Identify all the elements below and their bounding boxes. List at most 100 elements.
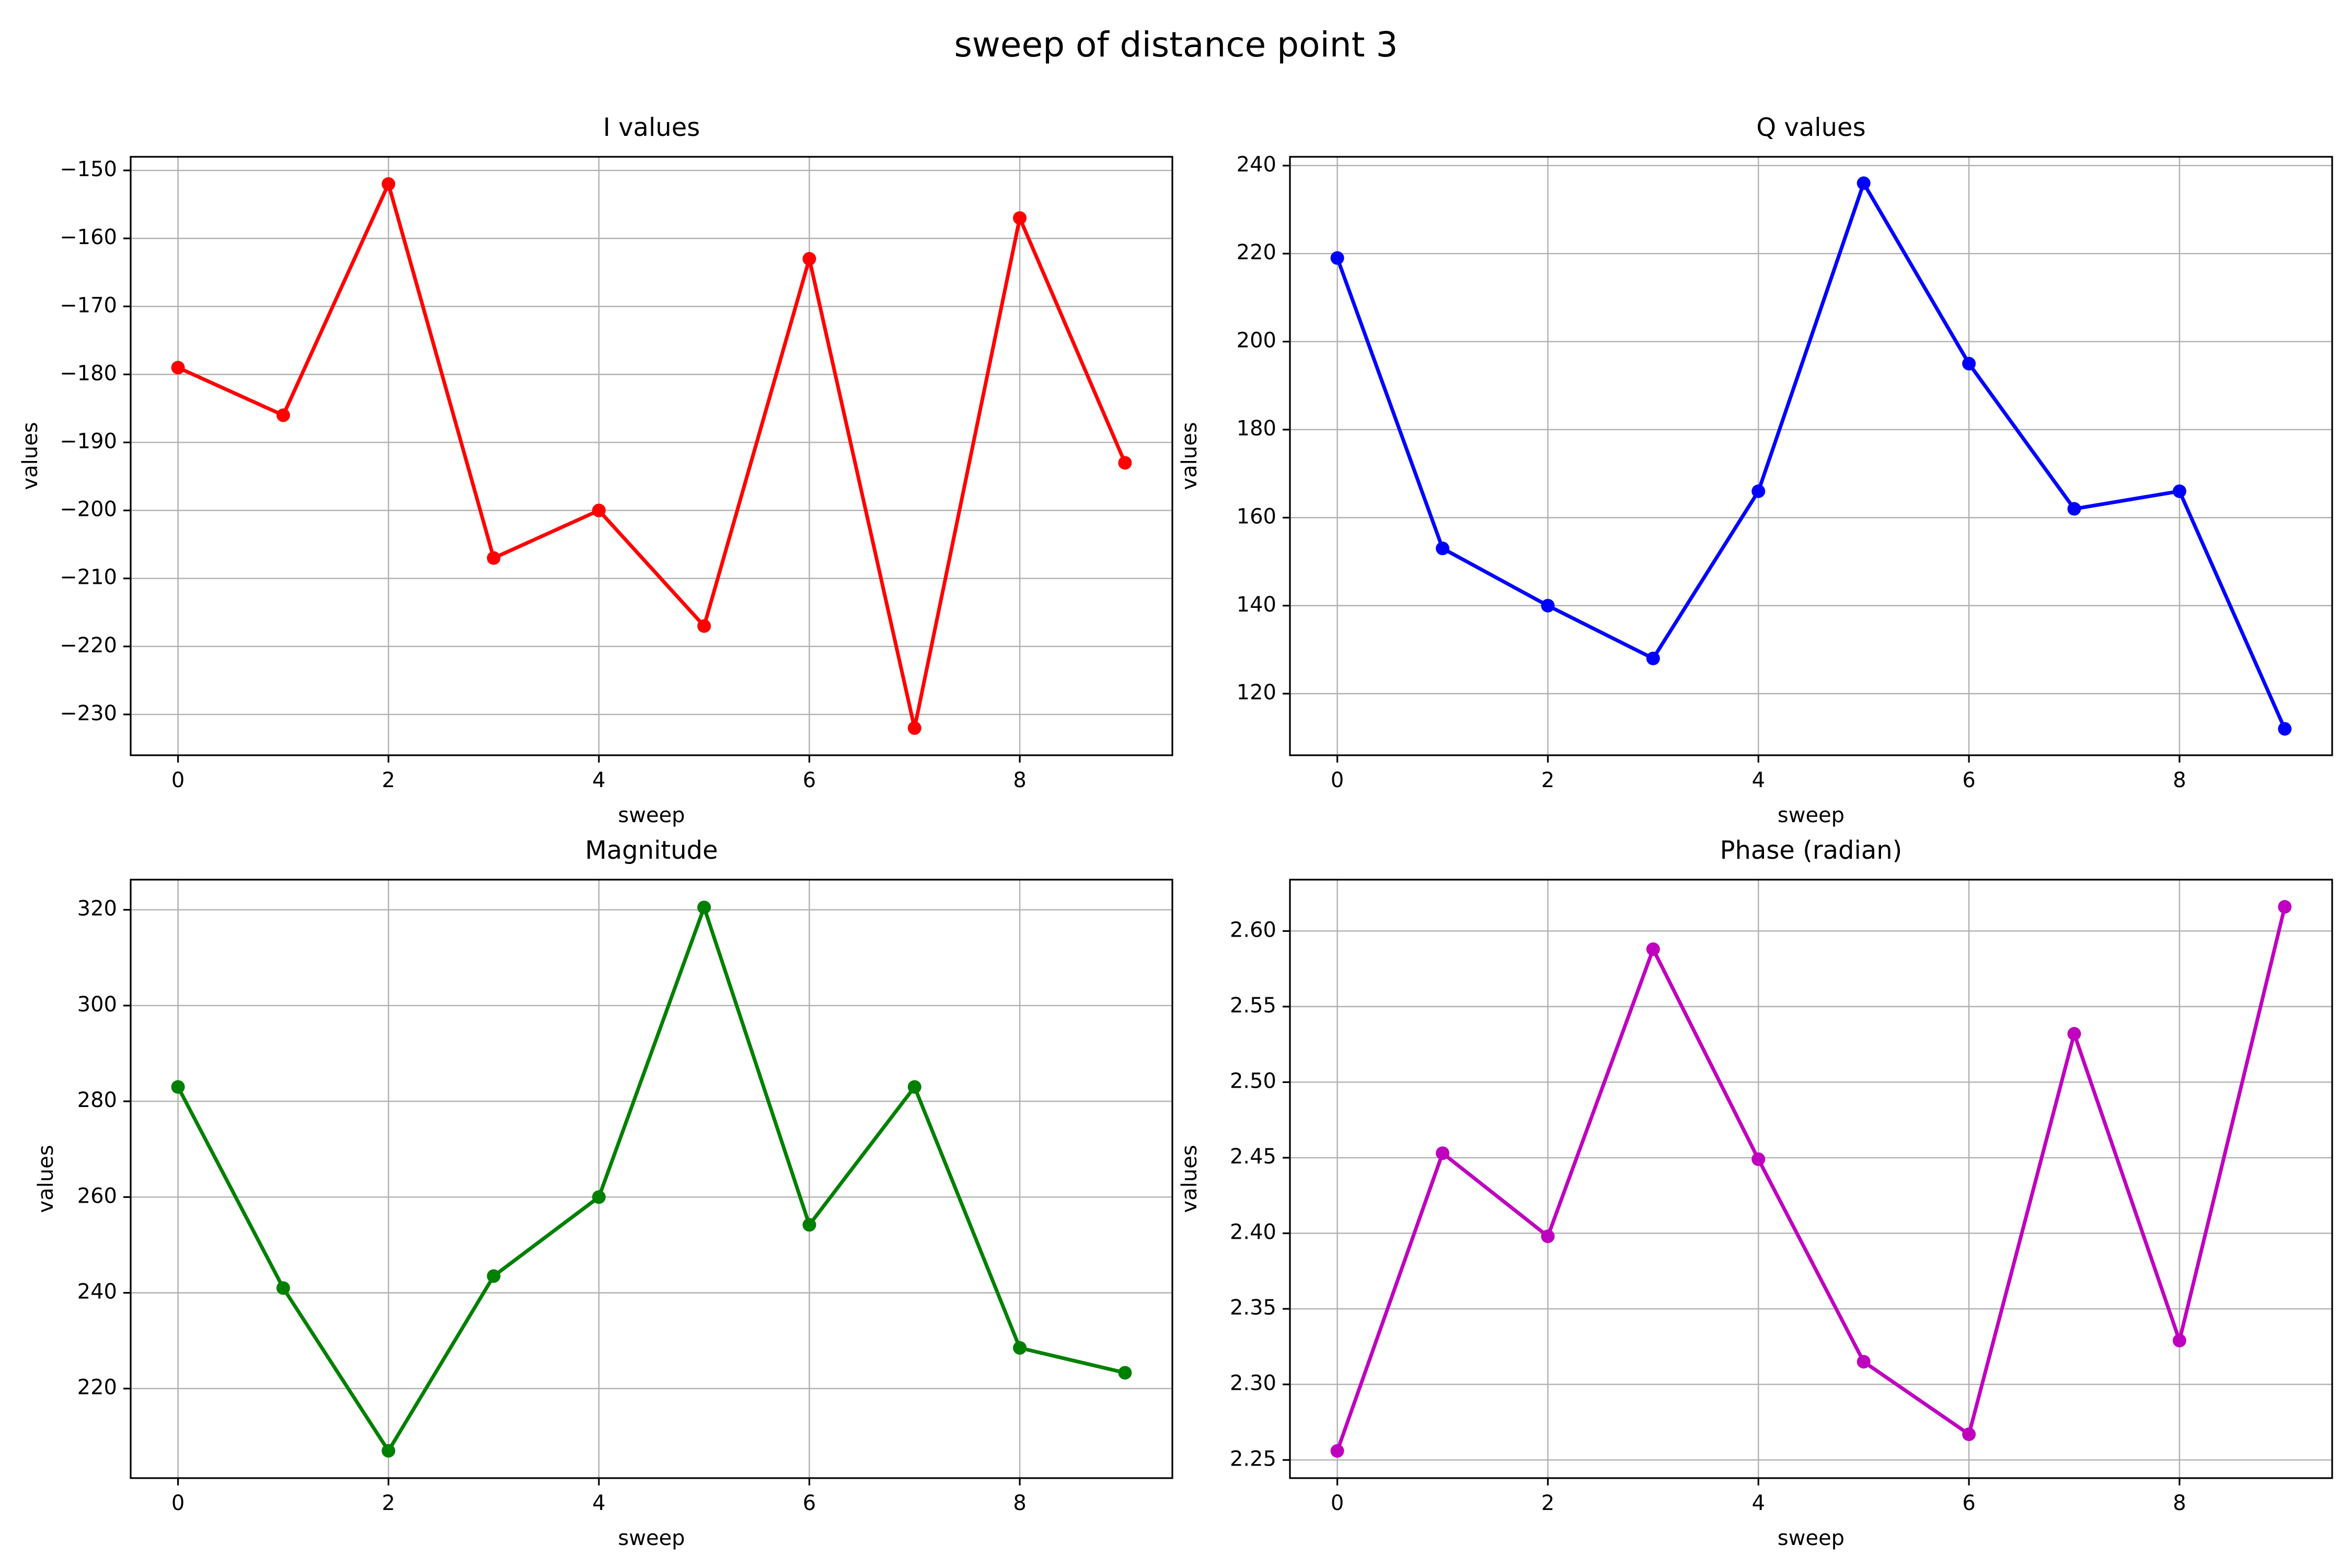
y-axis-label: values [1178, 422, 1202, 490]
data-point-q-values [1962, 356, 1976, 371]
x-tick-label: 2 [1541, 768, 1554, 792]
data-point-magnitude [1013, 1341, 1027, 1355]
data-point-phase [1541, 1229, 1555, 1243]
data-point-magnitude [276, 1281, 290, 1295]
series-line-phase [1335, 904, 2287, 1454]
y-tick-label: 240 [1237, 153, 1276, 177]
data-point-i-values [487, 551, 501, 565]
x-tick-label: 6 [1962, 1491, 1975, 1515]
data-point-phase [2172, 1333, 2186, 1347]
y-tick-label: 2.50 [1230, 1069, 1276, 1093]
data-point-magnitude [802, 1218, 816, 1232]
y-tick-label: 2.35 [1230, 1296, 1276, 1320]
figure-suptitle: sweep of distance point 3 [954, 25, 1398, 65]
series-line-q-values [1335, 181, 2287, 732]
y-tick-label: 220 [1237, 240, 1276, 264]
data-point-i-values [592, 503, 606, 517]
data-point-q-values [1857, 176, 1871, 190]
x-tick-label: 4 [1752, 768, 1765, 792]
x-tick-label: 0 [1331, 768, 1344, 792]
x-tick-label: 4 [1752, 1491, 1765, 1515]
data-point-magnitude [592, 1190, 606, 1204]
data-point-q-values [2172, 484, 2186, 498]
data-point-q-values [2067, 502, 2081, 516]
y-tick-label: 320 [77, 897, 117, 921]
x-tick-label: 4 [592, 1491, 605, 1515]
y-tick-label: 180 [1237, 417, 1276, 441]
data-point-phase [1330, 1444, 1344, 1458]
subplot-title-magnitude: Magnitude [585, 836, 718, 865]
x-tick-label: 8 [2173, 768, 2186, 792]
data-point-magnitude [382, 1444, 396, 1458]
y-axis-label: values [1178, 1145, 1202, 1213]
x-tick-label: 2 [382, 1491, 395, 1515]
y-tick-label: −230 [60, 701, 117, 725]
subplot-q-values: 0 2 4 6 8 120 140 160 180 200 220 240 Q values sweep v… [1178, 113, 2333, 827]
data-point-q-values [2278, 722, 2292, 736]
y-tick-label: −190 [60, 429, 117, 453]
subplot-i-values: 0 2 4 6 8 −230 −220 −210 −200 −190 −180 −170 −160 −15… [18, 113, 1173, 827]
data-point-phase [2067, 1027, 2081, 1041]
y-tick-label: −220 [60, 633, 117, 658]
data-point-i-values [802, 252, 816, 266]
y-tick-label: −150 [60, 157, 117, 181]
x-tick-label: 0 [1331, 1491, 1344, 1515]
subplot-title-i-values: I values [603, 113, 700, 142]
data-point-i-values [1013, 211, 1027, 225]
y-tick-label: 280 [77, 1088, 117, 1112]
x-tick-label: 6 [1962, 768, 1975, 792]
data-point-q-values [1646, 651, 1660, 665]
axes-frame [1289, 879, 2333, 1479]
y-tick-label: 140 [1237, 593, 1276, 617]
x-tick-label: 2 [382, 768, 395, 792]
series-line-i-values [175, 182, 1128, 730]
data-point-q-values [1330, 251, 1344, 265]
data-point-i-values [907, 721, 921, 735]
y-tick-label: 300 [77, 993, 117, 1017]
y-tick-label: 2.30 [1230, 1371, 1276, 1396]
data-point-phase [1751, 1152, 1766, 1166]
y-tick-label: 2.55 [1230, 994, 1276, 1018]
data-point-i-values [697, 619, 711, 633]
x-tick-label: 0 [171, 768, 185, 792]
subplot-phase: 0 2 4 6 8 2.25 2.30 2.35 2.40 2.45 2.50 2.55 2.60 Pha… [1178, 836, 2333, 1550]
data-point-i-values [171, 361, 185, 375]
y-tick-label: 2.25 [1230, 1447, 1276, 1471]
axes-frame [1289, 156, 2333, 756]
subplot-title-q-values: Q values [1756, 113, 1865, 142]
axes-frame [130, 156, 1173, 756]
y-axis-label: values [34, 1145, 58, 1213]
x-axis-label: sweep [1778, 1526, 1844, 1550]
data-point-phase [1962, 1427, 1976, 1442]
data-point-phase [1646, 942, 1660, 956]
y-tick-label: 260 [77, 1184, 117, 1208]
data-point-i-values [382, 177, 396, 191]
x-tick-label: 6 [803, 768, 816, 792]
x-tick-label: 8 [2173, 1491, 2186, 1515]
data-point-phase [2278, 900, 2292, 914]
y-tick-label: 200 [1237, 329, 1276, 353]
data-point-magnitude [907, 1080, 921, 1094]
x-tick-label: 4 [592, 768, 605, 792]
y-tick-label: −200 [60, 498, 117, 522]
axes-frame [130, 879, 1173, 1479]
y-tick-label: 240 [77, 1280, 117, 1304]
y-tick-label: 2.40 [1230, 1220, 1276, 1244]
data-point-magnitude [171, 1080, 185, 1094]
data-point-magnitude [697, 901, 711, 915]
x-axis-label: sweep [618, 1526, 685, 1550]
subplot-grid: 0 2 4 6 8 −230 −220 −210 −200 −190 −180 −170 −160 −15… [18, 113, 2333, 1550]
x-tick-label: 0 [171, 1491, 185, 1515]
y-tick-label: −170 [60, 293, 117, 317]
data-point-phase [1857, 1355, 1871, 1369]
y-tick-label: −180 [60, 361, 117, 385]
x-tick-label: 8 [1013, 1491, 1026, 1515]
y-tick-label: 2.60 [1230, 918, 1276, 942]
data-point-i-values [276, 408, 290, 422]
data-point-magnitude [487, 1269, 501, 1283]
y-tick-label: 120 [1237, 681, 1276, 705]
y-tick-label: 2.45 [1230, 1145, 1276, 1169]
data-point-magnitude [1118, 1366, 1132, 1380]
